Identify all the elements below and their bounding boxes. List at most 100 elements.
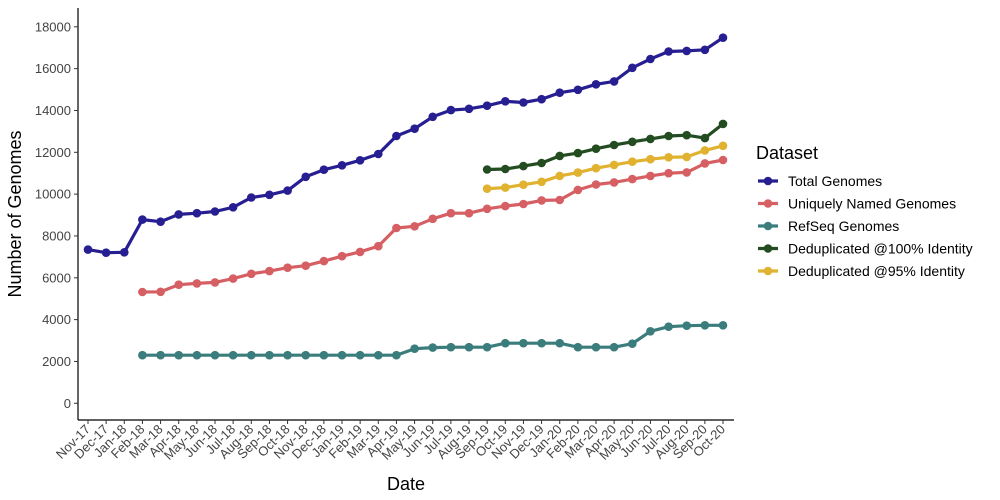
data-point: [591, 144, 601, 153]
legend: Dataset Total Genomes Uniquely Named Geno…: [756, 143, 973, 279]
data-point: [628, 174, 637, 184]
legend-label: Deduplicated @95% Identity: [788, 263, 965, 279]
data-point: [501, 164, 510, 174]
data-point: [609, 140, 619, 150]
data-point: [283, 263, 292, 273]
legend-title: Dataset: [756, 143, 818, 163]
data-point: [501, 97, 510, 106]
data-point: [247, 193, 256, 202]
data-point: [718, 119, 728, 129]
y-tick-label: 14000: [35, 103, 71, 118]
data-point: [646, 134, 655, 144]
data-point: [482, 165, 492, 174]
data-point: [482, 101, 492, 110]
data-point: [120, 248, 129, 257]
data-point: [247, 269, 256, 279]
y-tick-label: 12000: [35, 145, 71, 160]
data-point: [428, 112, 438, 122]
data-point: [700, 146, 710, 155]
data-point: [700, 321, 710, 330]
data-point: [428, 343, 438, 352]
data-point: [192, 279, 202, 288]
data-point: [609, 77, 619, 86]
series-line: [86, 36, 725, 255]
data-point: [482, 204, 492, 214]
data-point: [646, 327, 655, 336]
data-point: [374, 241, 383, 251]
data-point: [410, 344, 419, 354]
data-point: [519, 338, 528, 348]
data-point: [609, 160, 619, 170]
data-point: [664, 153, 673, 162]
data-point: [156, 287, 165, 297]
data-point: [174, 350, 183, 360]
data-point: [537, 196, 546, 205]
data-point: [628, 157, 637, 166]
data-point: [519, 199, 528, 209]
data-point: [482, 184, 492, 193]
data-point: [682, 168, 691, 177]
data-point: [337, 161, 347, 170]
data-point: [210, 350, 220, 360]
data-point: [591, 163, 601, 173]
data-point: [718, 33, 728, 42]
data-point: [174, 280, 183, 290]
data-point: [591, 342, 601, 352]
data-point: [228, 203, 238, 212]
data-point: [646, 171, 655, 181]
data-point: [664, 322, 673, 332]
data-point: [101, 248, 111, 257]
data-point: [609, 342, 619, 352]
data-point: [555, 151, 564, 161]
x-axis-ticks: Nov-17Dec-17Jan-18Feb-18Mar-18Apr-18May-…: [53, 420, 728, 463]
data-point: [174, 210, 183, 219]
data-point: [265, 190, 274, 200]
data-point: [228, 274, 238, 283]
axes: [77, 8, 734, 421]
data-point: [156, 217, 165, 226]
data-point: [664, 131, 673, 141]
data-point: [682, 46, 691, 56]
data-point: [682, 152, 691, 162]
data-point: [646, 154, 655, 164]
data-point: [664, 47, 673, 56]
data-point: [446, 208, 456, 218]
data-point: [573, 185, 583, 195]
data-point: [301, 172, 311, 182]
data-point: [682, 130, 691, 140]
legend-label: RefSeq Genomes: [788, 218, 899, 234]
legend-item: Uniquely Named Genomes: [758, 196, 956, 212]
series-2: [138, 321, 728, 360]
data-point: [265, 350, 274, 360]
y-axis-title: Number of Genomes: [5, 130, 25, 297]
data-point: [555, 338, 564, 348]
data-point: [247, 350, 256, 360]
data-point: [501, 201, 510, 211]
data-point: [718, 155, 728, 165]
data-point: [265, 266, 274, 276]
data-point: [446, 105, 456, 115]
data-point: [482, 342, 492, 352]
data-point: [319, 350, 329, 360]
data-point: [355, 247, 365, 257]
series-1: [138, 155, 728, 297]
y-tick-label: 18000: [35, 19, 71, 34]
data-point: [192, 208, 202, 218]
data-point: [555, 171, 564, 181]
data-point: [156, 350, 165, 360]
data-point: [501, 338, 510, 348]
data-point: [555, 195, 564, 205]
legend-item: Deduplicated @95% Identity: [758, 263, 965, 279]
y-tick-label: 0: [64, 396, 71, 411]
legend-label: Deduplicated @100% Identity: [788, 241, 973, 257]
data-point: [210, 278, 220, 287]
data-point: [83, 245, 93, 254]
x-axis-title: Date: [387, 474, 425, 494]
data-point: [392, 223, 401, 233]
series-0: [83, 33, 728, 257]
data-point: [138, 350, 147, 360]
data-point: [555, 88, 564, 97]
data-point: [519, 98, 528, 107]
data-point: [446, 342, 456, 352]
